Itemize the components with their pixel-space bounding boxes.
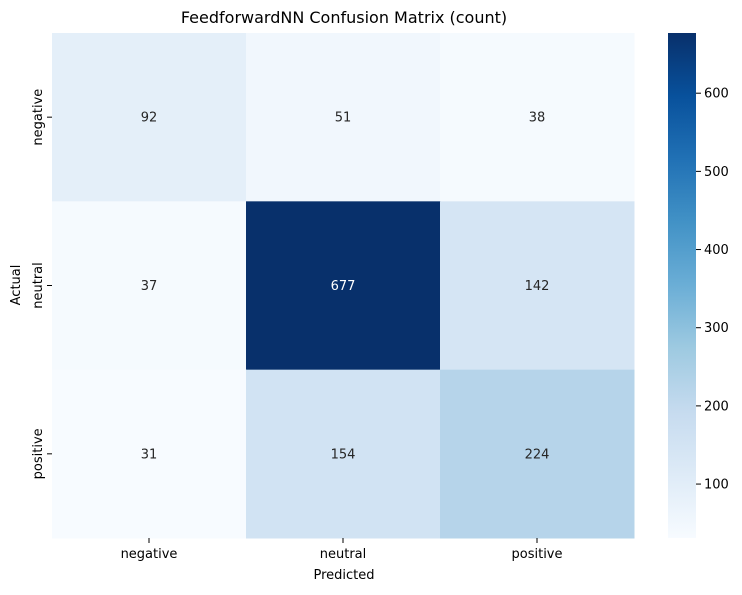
cell-value-label: 51 <box>335 111 352 126</box>
heatmap-cell <box>246 369 441 539</box>
x-tick-label: neutral <box>320 547 367 562</box>
cell-value-label: 142 <box>525 279 550 294</box>
cell-value-label: 31 <box>141 447 158 462</box>
heatmap-cell <box>440 201 635 371</box>
cell-value-label: 677 <box>331 279 356 294</box>
heatmap-cell <box>440 369 635 539</box>
heatmap-cell <box>440 33 635 202</box>
heatmap-cell <box>246 33 441 202</box>
x-axis-label: Predicted <box>313 568 374 583</box>
colorbar-tick-label: 300 <box>704 321 729 336</box>
cell-value-label: 224 <box>525 447 550 462</box>
heatmap-cell <box>52 201 247 371</box>
chart-title: FeedforwardNN Confusion Matrix (count) <box>181 8 507 27</box>
x-tick-label: negative <box>121 547 178 562</box>
colorbar-ticks: 100 200 300 400 500 600 <box>696 87 729 493</box>
colorbar-tick-label: 200 <box>704 399 729 414</box>
y-axis-ticks: negative neutral positive <box>31 89 52 479</box>
cell-value-label: 92 <box>141 111 158 126</box>
cell-value-label: 154 <box>331 447 356 462</box>
colorbar-tick-label: 600 <box>704 87 729 102</box>
y-tick-label: neutral <box>31 262 46 309</box>
y-axis-label: Actual <box>9 265 24 306</box>
x-tick-label: positive <box>512 547 563 562</box>
x-axis-ticks: negative neutral positive <box>121 538 563 562</box>
colorbar-tick-label: 100 <box>704 478 729 493</box>
cell-value-label: 37 <box>141 279 158 294</box>
y-tick-label: negative <box>31 89 46 146</box>
colorbar-tick-label: 400 <box>704 243 729 258</box>
colorbar-gradient <box>668 33 696 538</box>
colorbar: 100 200 300 400 500 600 <box>668 33 729 538</box>
heatmap-cells: 92 51 38 37 677 142 31 154 224 <box>52 33 635 539</box>
heatmap-cell <box>52 33 247 202</box>
colorbar-tick-label: 500 <box>704 165 729 180</box>
heatmap-cell <box>52 369 247 539</box>
y-tick-label: positive <box>31 428 46 479</box>
heatmap-cell <box>246 201 441 371</box>
cell-value-label: 38 <box>529 111 546 126</box>
